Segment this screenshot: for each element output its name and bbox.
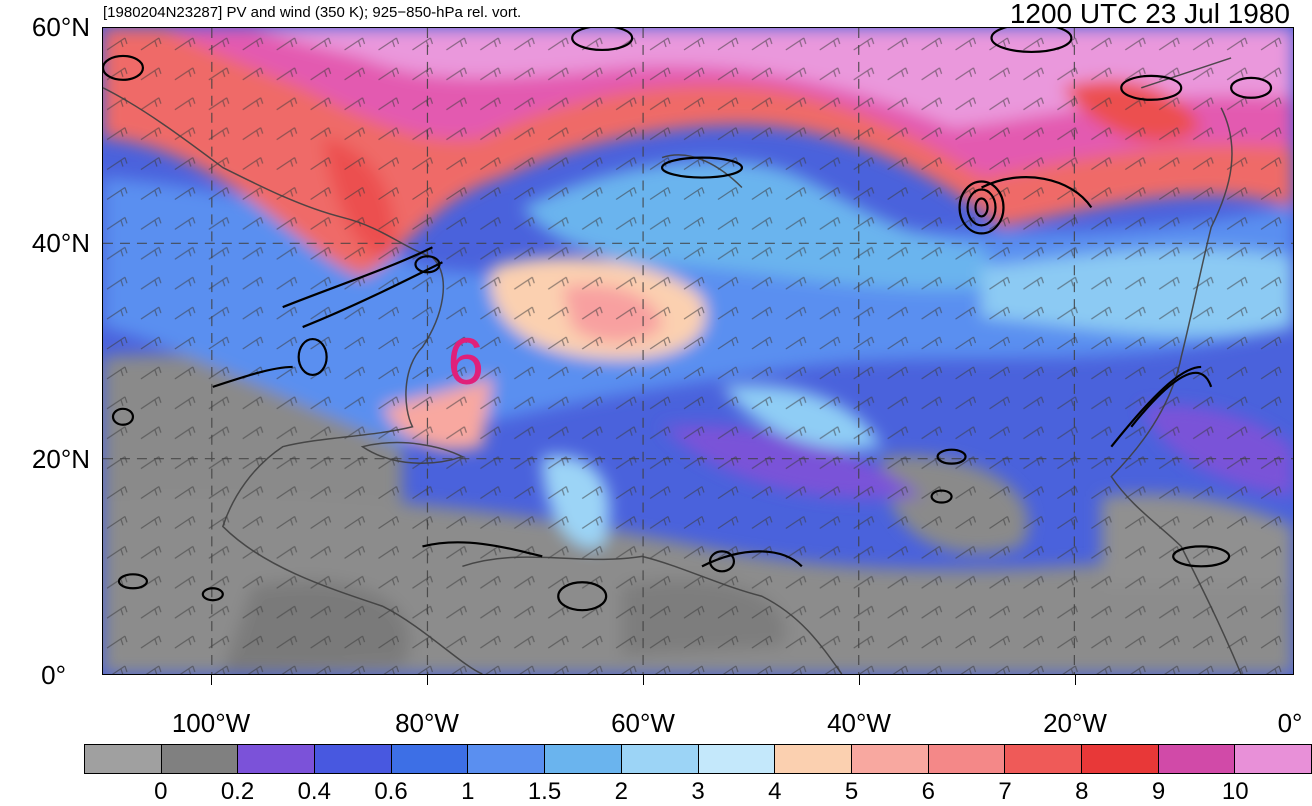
colorbar-swatch [238,745,316,773]
colorbar-label: 4 [768,778,782,805]
colorbar-label: 8 [1075,778,1089,805]
lon-label-100w: 100°W [171,708,251,738]
colorbar-label: 0 [154,778,168,805]
colorbar-swatch [621,745,699,773]
colorbar-label: 10 [1221,778,1249,805]
colorbar-swatch [775,745,852,773]
colorbar-label: 1 [461,778,475,805]
lon-tick [427,675,428,685]
lon-label-0: 0° [1277,708,1303,738]
lon-tick [211,675,212,685]
lon-tick [643,675,644,685]
lat-label-0: 0° [41,660,66,690]
colorbar [84,744,1312,774]
colorbar-label: 2 [614,778,628,805]
colorbar-swatch [698,745,776,773]
lon-label-80w: 80°W [395,708,459,738]
map-subtitle: [1980204N23287] PV and wind (350 K); 925… [103,4,522,21]
lon-tick [1075,675,1076,685]
colorbar-label: 1.5 [527,778,562,805]
colorbar-swatch [1005,745,1082,773]
colorbar-label: 9 [1151,778,1166,805]
storm-symbol-icon: 6 [447,324,484,398]
colorbar-swatch [928,745,1006,773]
map-panel: 6 [102,27,1294,675]
colorbar-swatch [315,745,392,773]
colorbar-swatch [1235,745,1311,773]
colorbar-swatch [545,745,622,773]
lat-label-60n: 60°N [31,12,90,42]
colorbar-swatch [1081,745,1159,773]
lon-label-60w: 60°W [611,708,675,738]
pv-map: 6 [103,28,1293,674]
colorbar-label: 6 [921,778,935,805]
colorbar-label: 3 [691,778,705,805]
colorbar-swatch [1158,745,1236,773]
colorbar-swatch [161,745,239,773]
colorbar-swatch [85,745,162,773]
lon-label-40w: 40°W [827,708,891,738]
colorbar-label: 0.4 [297,778,331,805]
colorbar-label: 5 [844,778,859,805]
lat-label-20n: 20°N [31,444,90,474]
colorbar-swatch [391,745,469,773]
colorbar-swatch [851,745,929,773]
colorbar-label: 0.6 [374,778,408,805]
lat-label-40n: 40°N [31,228,90,258]
map-timestamp: 1200 UTC 23 Jul 1980 [1009,0,1290,29]
colorbar-swatch [468,745,546,773]
lon-tick [859,675,860,685]
colorbar-label: 0.2 [220,778,255,805]
lon-label-20w: 20°W [1043,708,1107,738]
colorbar-label: 7 [998,778,1012,805]
